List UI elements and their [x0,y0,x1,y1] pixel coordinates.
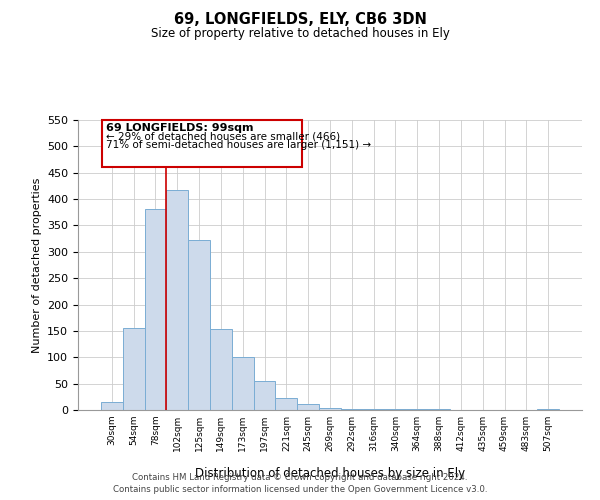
Y-axis label: Number of detached properties: Number of detached properties [32,178,41,352]
Bar [101,402,123,410]
Bar [275,398,297,410]
Bar [188,240,210,410]
Text: Distribution of detached houses by size in Ely: Distribution of detached houses by size … [195,467,465,480]
Bar [319,408,341,410]
Bar [145,208,166,410]
Bar [232,358,254,410]
Text: 71% of semi-detached houses are larger (1,151) →: 71% of semi-detached houses are larger (… [106,140,371,150]
Text: Size of property relative to detached houses in Ely: Size of property relative to detached ho… [151,28,449,40]
Text: 69, LONGFIELDS, ELY, CB6 3DN: 69, LONGFIELDS, ELY, CB6 3DN [173,12,427,28]
Bar [254,381,275,410]
FancyBboxPatch shape [102,120,302,168]
Bar [297,404,319,410]
Bar [210,330,232,410]
Bar [123,328,145,410]
Bar [341,409,363,410]
Bar [166,190,188,410]
Text: 69 LONGFIELDS: 99sqm: 69 LONGFIELDS: 99sqm [106,123,254,133]
Text: Contains HM Land Registry data © Crown copyright and database right 2024.
Contai: Contains HM Land Registry data © Crown c… [113,472,487,494]
Text: ← 29% of detached houses are smaller (466): ← 29% of detached houses are smaller (46… [106,132,340,141]
